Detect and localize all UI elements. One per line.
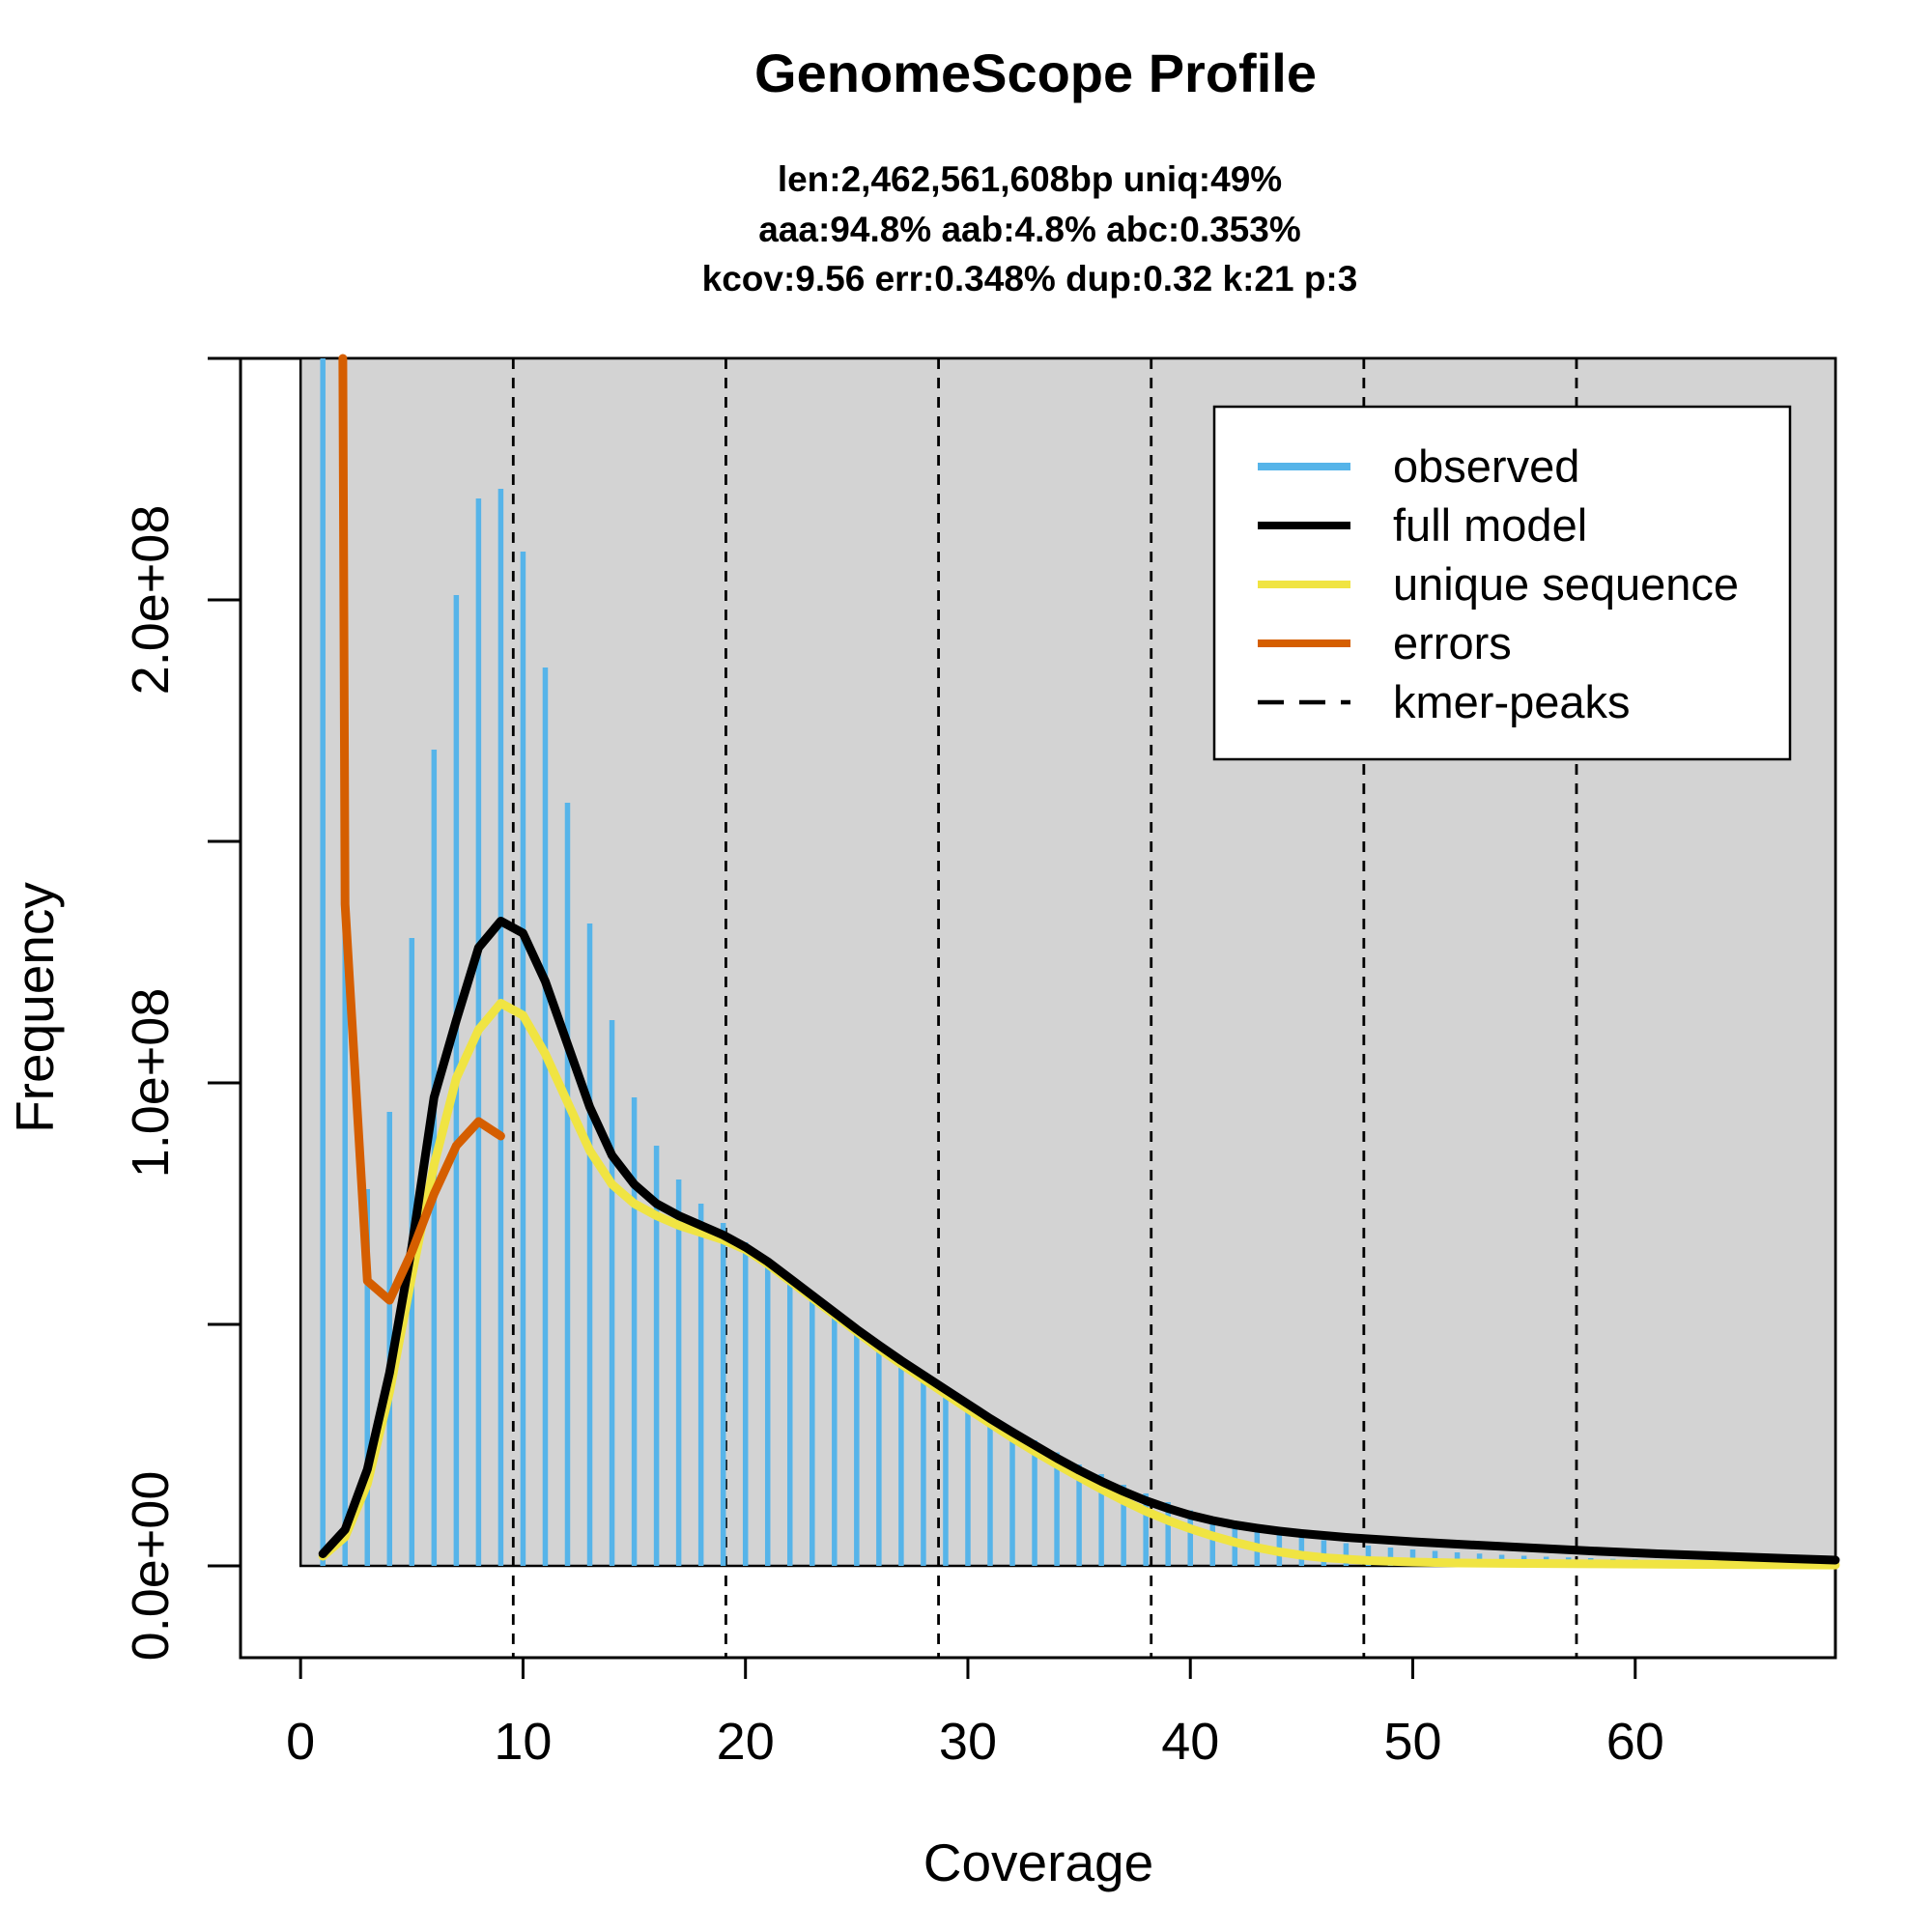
full-model-line [318, 917, 1840, 1565]
y-tick-label: 2.0e+08 [122, 505, 180, 696]
y-axis-label: Frequency [5, 882, 65, 1133]
y-tick-label: 0.0e+00 [122, 1471, 180, 1662]
x-tick-label: 30 [939, 1713, 997, 1771]
legend-label: full model [1393, 499, 1587, 551]
legend-label: kmer-peaks [1393, 676, 1631, 727]
x-tick-label: 50 [1383, 1713, 1441, 1771]
x-axis: 0 10 20 30 40 50 60 [286, 1656, 1664, 1771]
chart-title: GenomeScope Profile [754, 43, 1317, 103]
chart-subtitle-line-3: kcov:9.56 err:0.348% dup:0.32 k:21 p:3 [702, 259, 1358, 298]
observed-bars-layer [320, 358, 1838, 1566]
chart-subtitle-line-2: aaa:94.8% aab:4.8% abc:0.353% [758, 210, 1301, 249]
x-tick-label: 60 [1606, 1713, 1664, 1771]
x-axis-label: Coverage [923, 1833, 1153, 1892]
x-tick-label: 40 [1161, 1713, 1219, 1771]
errors-line [338, 354, 505, 1305]
x-tick-label: 20 [717, 1713, 775, 1771]
legend-label: unique sequence [1393, 558, 1739, 610]
x-tick-label: 0 [286, 1713, 315, 1771]
x-tick-label: 10 [494, 1713, 552, 1771]
chart-subtitle-line-1: len:2,462,561,608bp uniq:49% [778, 159, 1282, 199]
legend-label: errors [1393, 617, 1512, 668]
model-lines-layer [318, 354, 1840, 1570]
y-tick-label: 1.0e+08 [122, 988, 180, 1179]
legend-label: observed [1393, 440, 1579, 492]
y-axis: 0.0e+00 1.0e+08 2.0e+08 [122, 356, 242, 1662]
legend: observed full model unique sequence errors k… [1212, 405, 1792, 761]
